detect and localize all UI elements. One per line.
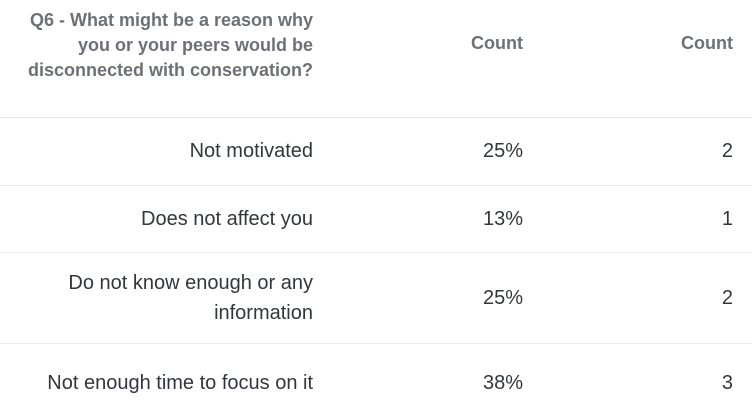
answer-percent: 38%: [333, 343, 540, 412]
answer-label: Not enough time to focus on it: [0, 343, 333, 412]
table-row: Not enough time to focus on it 38% 3: [0, 343, 752, 412]
answer-label: Does not affect you: [0, 185, 333, 253]
table-row: Not motivated 25% 2: [0, 117, 752, 186]
column-header-count-percent: Count: [333, 0, 540, 118]
answer-count: 1: [540, 185, 752, 253]
answer-count: 2: [540, 117, 752, 186]
question-title: Q6 - What might be a reason why you or y…: [0, 0, 333, 118]
answer-count: 2: [540, 252, 752, 344]
header-row: Q6 - What might be a reason why you or y…: [0, 0, 752, 118]
table-row: Do not know enough or any information 25…: [0, 252, 752, 344]
answer-percent: 25%: [333, 117, 540, 186]
answer-count: 3: [540, 343, 752, 412]
answer-percent: 13%: [333, 185, 540, 253]
column-header-count: Count: [540, 0, 752, 118]
answer-percent: 25%: [333, 252, 540, 344]
answer-label: Do not know enough or any information: [0, 252, 333, 344]
answer-label: Not motivated: [0, 117, 333, 186]
table-row: Does not affect you 13% 1: [0, 185, 752, 253]
